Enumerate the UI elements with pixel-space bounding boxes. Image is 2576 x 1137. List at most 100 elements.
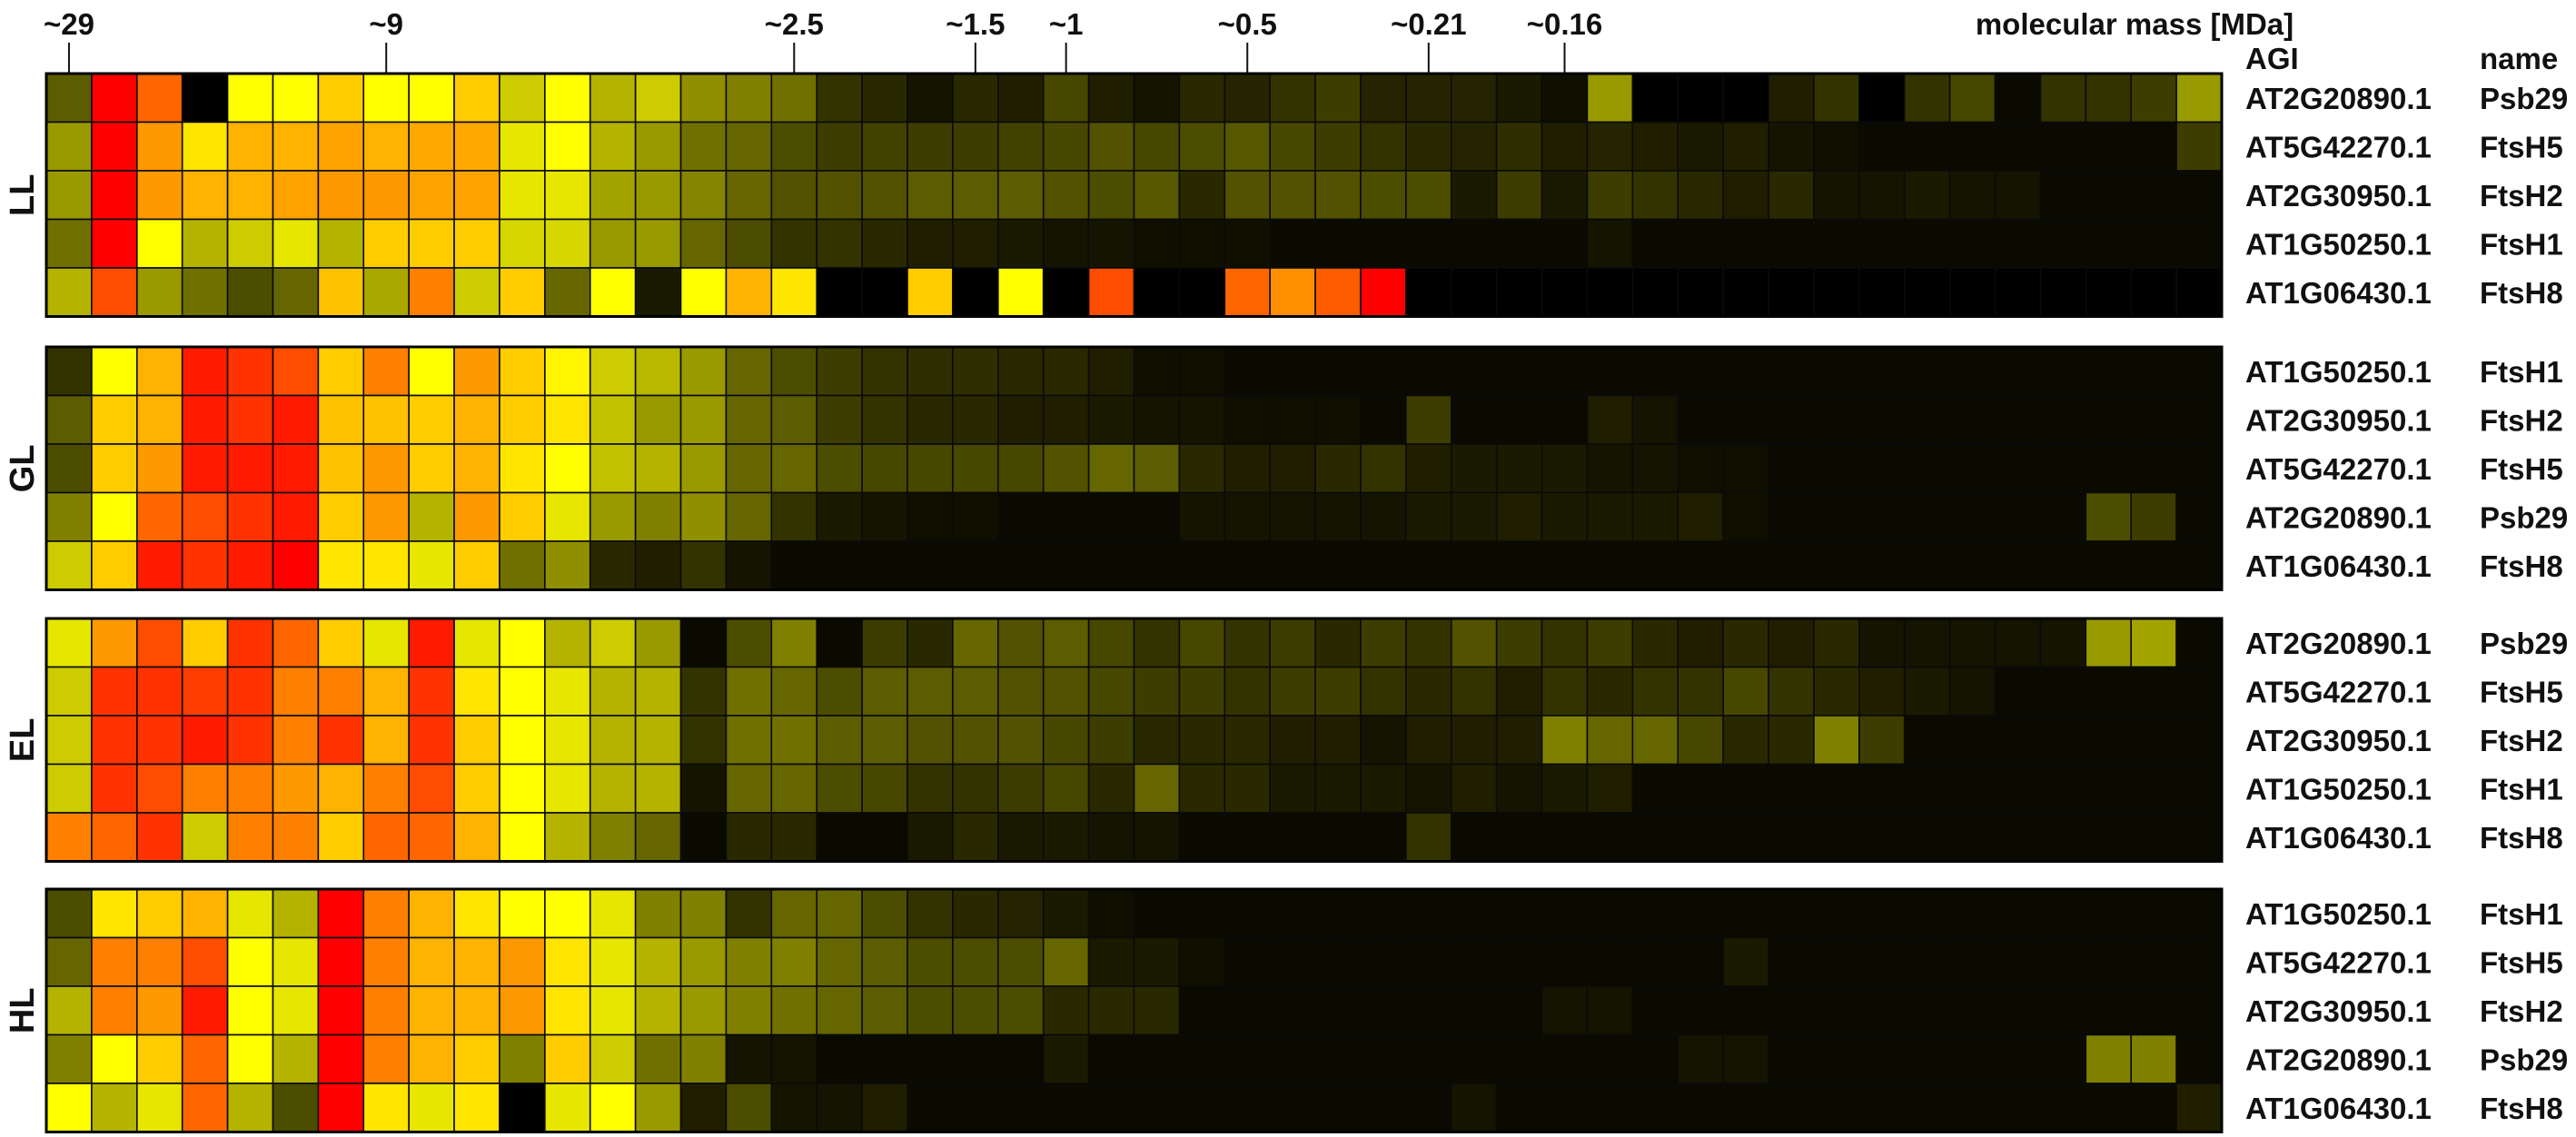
heatmap-cell [362,985,410,1036]
heatmap-cell [1178,985,1226,1036]
heatmap-cell [1133,73,1181,124]
heatmap-cell [2175,715,2223,766]
heatmap-cell [135,267,183,318]
heatmap-cell [1269,73,1316,124]
heatmap-cell [272,218,320,269]
heatmap-cell [1178,267,1226,318]
heatmap-cell [1087,170,1135,221]
heatmap-cell [1133,666,1181,717]
heatmap-cell [1495,1033,1543,1084]
heatmap-cell [2175,267,2223,318]
heatmap-cell [679,443,728,494]
heatmap-cell [1269,121,1316,172]
heatmap-cell [2039,936,2087,987]
heatmap-cell [1948,985,1996,1036]
heatmap-cell [1224,170,1271,221]
heatmap-cell [1768,618,1815,668]
heatmap-cell [1405,763,1452,814]
heatmap-cell [2130,491,2177,542]
heatmap-cell [952,715,999,766]
heatmap-cell [816,715,863,766]
heatmap-cell [1768,1083,1815,1133]
row-name-label: FtsH1 [2480,772,2563,806]
heatmap-cell [2130,346,2177,397]
heatmap-cell [1722,618,1769,668]
heatmap-cell [634,618,682,668]
heatmap-cell [634,346,682,397]
heatmap-cell [45,218,93,269]
heatmap-cell [1768,540,1815,591]
heatmap-cell [1495,666,1543,717]
heatmap-cell [2039,394,2087,445]
heatmap-cell [589,985,637,1036]
heatmap-cell [2039,812,2087,863]
heatmap-cell [861,394,908,445]
heatmap-cell [770,121,818,172]
heatmap-cell [1450,715,1498,766]
heatmap-cell [679,346,728,397]
heatmap-cell [816,346,863,397]
heatmap-cell [408,346,455,397]
heatmap-cell [226,73,274,124]
heatmap-cell [1314,888,1362,939]
heatmap-cell [1178,73,1226,124]
heatmap-cell [1631,618,1679,668]
heatmap-cell [181,443,229,494]
heatmap-cell [1224,666,1271,717]
heatmap-cell [1948,121,1996,172]
heatmap-cell [2085,491,2133,542]
heatmap-cell [1314,936,1362,987]
heatmap-cell [2039,763,2087,814]
heatmap-cell [1450,618,1498,668]
heatmap-cell [1450,218,1498,269]
heatmap-cell [1994,491,2042,542]
heatmap-cell [2085,394,2133,445]
heatmap-cell [317,491,365,542]
heatmap-cell [2130,812,2177,863]
heatmap-cell [1314,812,1362,863]
heatmap-cell [499,888,546,939]
heatmap-cell [1586,1033,1634,1084]
heatmap-cell [1631,170,1679,221]
heatmap-cell [589,763,637,814]
row-name-label: FtsH5 [2480,452,2563,486]
heatmap-cell [544,540,591,591]
heatmap-cell [1450,763,1498,814]
row-name-label: FtsH2 [2480,403,2563,437]
heatmap-cell [272,73,320,124]
heatmap-cell [45,1083,93,1133]
heatmap-cell [1541,491,1589,542]
heatmap-cell [1450,491,1498,542]
heatmap-cell [997,1033,1045,1084]
heatmap-cell [1722,443,1769,494]
heatmap-cell [226,666,274,717]
heatmap-cell [1586,763,1634,814]
heatmap-cell [499,491,546,542]
heatmap-cell [2130,715,2177,766]
heatmap-cell [181,1083,229,1133]
heatmap-cell [1813,170,1860,221]
heatmap-cell [589,218,637,269]
heatmap-cell [317,540,365,591]
heatmap-cell [91,715,138,766]
heatmap-cell [2175,73,2223,124]
heatmap-cell [1813,540,1860,591]
row-name-label: FtsH8 [2480,276,2563,310]
heatmap-cell [1586,346,1634,397]
heatmap-cell [1677,443,1724,494]
heatmap-cell [2085,763,2133,814]
heatmap-cell [907,540,954,591]
row-agi-label: AT5G42270.1 [2245,675,2432,708]
heatmap-cell [1450,73,1498,124]
heatmap-cell [2175,812,2223,863]
panel-border [45,72,2224,318]
heatmap-cell [952,936,999,987]
row-name-label: FtsH1 [2480,897,2563,931]
heatmap-cell [1133,618,1181,668]
heatmap-cell [1903,491,1951,542]
heatmap-cell [181,985,229,1036]
heatmap-cell [1314,666,1362,717]
heatmap-cell [770,540,818,591]
heatmap-cell [2175,491,2223,542]
heatmap-cell [1178,121,1226,172]
